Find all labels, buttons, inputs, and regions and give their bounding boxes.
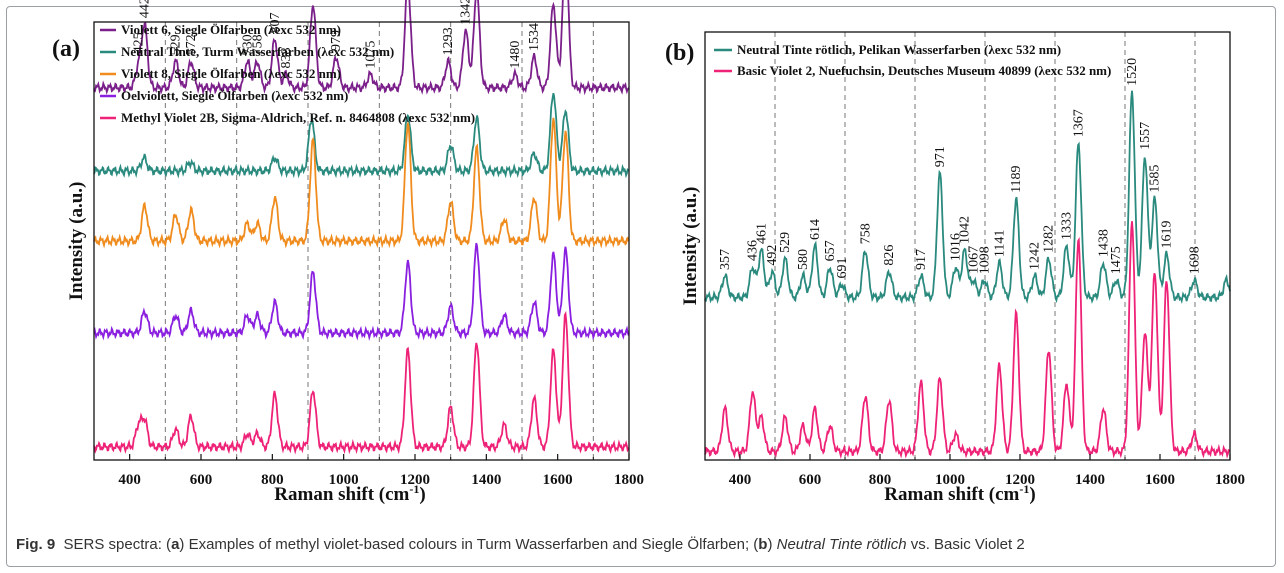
peak-label: 1282 [1042, 225, 1057, 253]
peak-label: 580 [796, 249, 811, 270]
plot-frame [93, 21, 630, 461]
x-tick-label: 400 [118, 472, 141, 488]
plot-frame [704, 31, 1231, 461]
peak-label: 492 [765, 245, 780, 266]
peak-label: 1293 [441, 27, 456, 55]
peak-label: 691 [835, 258, 850, 279]
peak-label: 1333 [1060, 212, 1075, 240]
peak-label: 1067 [966, 246, 981, 274]
panel-label: (a) [52, 36, 80, 62]
x-tick-label: 400 [729, 472, 752, 488]
peak-label: 529 [169, 34, 184, 55]
y-axis-label: Intensity (a.u.) [680, 187, 701, 306]
peak-label: 730 [240, 34, 255, 55]
peak-label: 807 [268, 13, 283, 34]
peak-label: 1016 [949, 233, 964, 261]
legend-label-3: Violett 8, Siegle Ölfarben (λexc 532 nm) [121, 66, 341, 81]
x-axis-label: Raman shift (cm-1) [274, 482, 425, 505]
x-tick-label: 1800 [614, 472, 644, 488]
x-tick-label: 800 [261, 472, 284, 488]
caption-text-3: ) [767, 536, 777, 553]
figure-caption: Fig. 9 SERS spectra: (a) Examples of met… [16, 536, 1271, 553]
peak-label: 529 [778, 232, 793, 253]
peak-label: 1557 [1138, 122, 1153, 150]
x-tick-label: 1000 [329, 472, 359, 488]
legend-label-2: Neutral Tinte, Turm Wasserfarben (λexc 5… [121, 44, 394, 59]
x-tick-label: 600 [190, 472, 213, 488]
spectrum-line-2 [93, 92, 630, 179]
x-tick-label: 1400 [471, 472, 501, 488]
peak-label: 1438 [1096, 229, 1111, 257]
peak-label: 425 [132, 32, 147, 53]
x-axis-label: Raman shift (cm-1) [884, 482, 1035, 505]
spectrum-line-1 [93, 0, 630, 96]
caption-neutral: Neutral Tinte rötlich [776, 536, 907, 553]
spectrum-line-5 [93, 310, 630, 455]
peak-label: 614 [808, 219, 823, 240]
peak-label: 1475 [1109, 246, 1124, 274]
x-tick-label: 1800 [1215, 472, 1245, 488]
caption-a: a [171, 536, 180, 553]
caption-b: b [758, 536, 768, 553]
peak-label: 758 [250, 34, 265, 55]
peak-label: 461 [754, 223, 769, 244]
peak-label: 657 [823, 240, 838, 261]
peak-label: 1042 [958, 216, 973, 244]
peak-label: 1520 [1125, 58, 1140, 86]
peak-label: 572 [184, 34, 199, 55]
panel-b: Neutral Tinte rötlich, Pelikan Wasserfar… [665, 31, 1245, 505]
x-tick-label: 1200 [400, 472, 430, 488]
x-tick-label: 1000 [935, 472, 965, 488]
caption-fig-label: Fig. 9 [16, 536, 56, 553]
x-tick-label: 800 [869, 472, 892, 488]
peak-label: 917 [914, 249, 929, 270]
peak-label: 436 [746, 240, 761, 261]
x-tick-label: 1600 [1145, 472, 1175, 488]
legend-label-1: Neutral Tinte rötlich, Pelikan Wasserfar… [737, 42, 1061, 57]
spectrum-line-1 [704, 90, 1231, 305]
peak-label: 1189 [1009, 165, 1024, 192]
y-axis-label: Intensity (a.u.) [66, 182, 87, 301]
peak-label: 838 [279, 48, 294, 69]
peak-label: 979 [329, 30, 344, 51]
peak-label: 1698 [1187, 246, 1202, 274]
peak-label: 1141 [992, 230, 1007, 257]
spectrum-line-2 [704, 221, 1231, 460]
legend-label-1: Violett 6, Siegle Ölfarben (λexc 532 nm) [121, 22, 341, 37]
peak-label: 357 [718, 249, 733, 270]
panel-a: Violett 6, Siegle Ölfarben (λexc 532 nm)… [52, 0, 644, 505]
caption-text-2: ) Examples of methyl violet-based colour… [179, 536, 759, 553]
peak-label: 1342 [459, 0, 474, 25]
x-tick-label: 1200 [1005, 472, 1035, 488]
peak-label: 1075 [363, 41, 378, 69]
peak-label: 758 [858, 223, 873, 244]
spectrum-line-3 [93, 117, 630, 249]
peak-label: 1242 [1028, 242, 1043, 270]
peak-label: 1480 [508, 41, 523, 69]
peak-label: 971 [933, 146, 948, 167]
peak-label: 442 [138, 0, 153, 18]
figure-frame [6, 6, 1276, 567]
spectrum-line-4 [93, 242, 630, 341]
legend-label-5: Methyl Violet 2B, Sigma-Aldrich, Ref. n.… [121, 110, 475, 125]
panel-label: (b) [665, 40, 694, 66]
peak-label: 1534 [527, 23, 542, 51]
peak-label: 1367 [1071, 109, 1086, 137]
legend-label-2: Basic Violet 2, Nuefuchsin, Deutsches Mu… [737, 63, 1111, 78]
peak-label: 1098 [977, 246, 992, 274]
caption-text-4: vs. Basic Violet 2 [906, 536, 1025, 553]
peak-label: 1619 [1160, 221, 1175, 249]
legend-label-4: Oelviolett, Siegle Ölfarben (λexc 532 nm… [121, 88, 348, 103]
caption-text-1: SERS spectra: ( [63, 536, 172, 553]
x-tick-label: 1600 [543, 472, 573, 488]
peak-label: 826 [882, 245, 897, 266]
peak-label: 1585 [1148, 165, 1163, 193]
x-tick-label: 600 [799, 472, 822, 488]
x-tick-label: 1400 [1075, 472, 1105, 488]
